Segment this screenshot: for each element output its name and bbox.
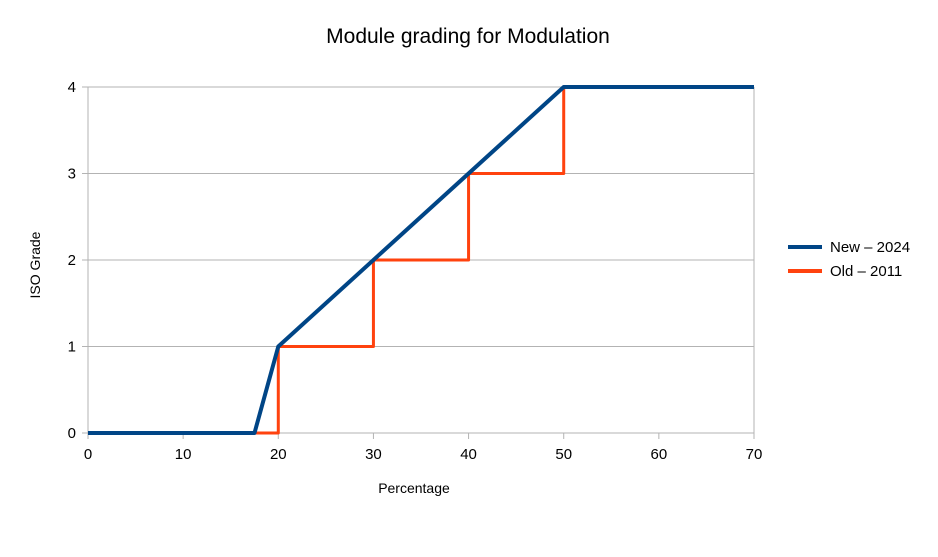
chart-title: Module grading for Modulation [326,25,610,48]
legend: New – 2024 Old – 2011 [788,239,910,280]
y-tick-labels: 0 1 2 3 4 [68,79,76,442]
series-line-new-2024 [88,85,754,435]
y-axis-label: ISO Grade [27,231,43,298]
series-lines [88,85,754,435]
y-tick-label: 4 [68,79,76,96]
legend-entry: Old – 2011 [830,263,902,280]
y-tick-label: 2 [68,252,76,269]
x-tick-label: 40 [460,446,477,463]
x-tick-label: 60 [651,446,668,463]
gridlines [82,86,755,439]
x-axis-label: Percentage [378,480,450,496]
x-tick-label: 50 [555,446,572,463]
y-tick-label: 0 [68,425,76,442]
x-tick-labels: 0 10 20 30 40 50 60 70 [84,446,763,463]
y-tick-label: 1 [68,339,76,356]
x-tick-label: 10 [175,446,192,463]
y-tick-label: 3 [68,166,76,183]
x-tick-label: 20 [270,446,287,463]
legend-entry: New – 2024 [830,239,910,256]
series-line-old-2011 [88,85,754,435]
x-tick-label: 0 [84,446,92,463]
x-tick-label: 30 [365,446,382,463]
x-tick-label: 70 [746,446,763,463]
